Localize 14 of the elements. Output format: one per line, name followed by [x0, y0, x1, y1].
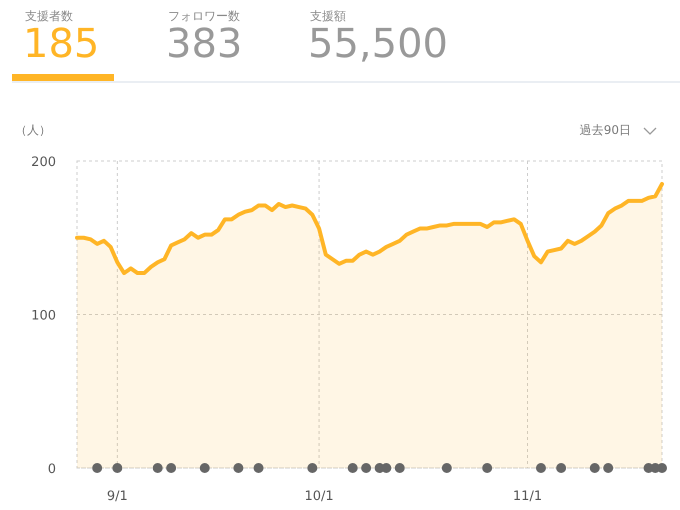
- x-tick-label: 11/1: [512, 489, 542, 504]
- text: 過去90日: [580, 123, 631, 137]
- category-label: フォロワー数: [168, 9, 240, 23]
- category-label: 支援者数: [25, 9, 73, 23]
- y-tick-label: 0: [48, 462, 56, 477]
- x-tick-label: 9/1: [106, 489, 128, 504]
- text: 185: [23, 21, 100, 67]
- text: 383: [166, 21, 242, 67]
- y-tick-label: 100: [31, 308, 56, 324]
- text: 55,500: [308, 21, 448, 67]
- x-tick-label: 10/1: [304, 489, 334, 504]
- y-axis-title: （人）: [15, 123, 51, 137]
- category-label: 支援額: [310, 9, 346, 23]
- y-tick-label: 200: [31, 155, 56, 170]
